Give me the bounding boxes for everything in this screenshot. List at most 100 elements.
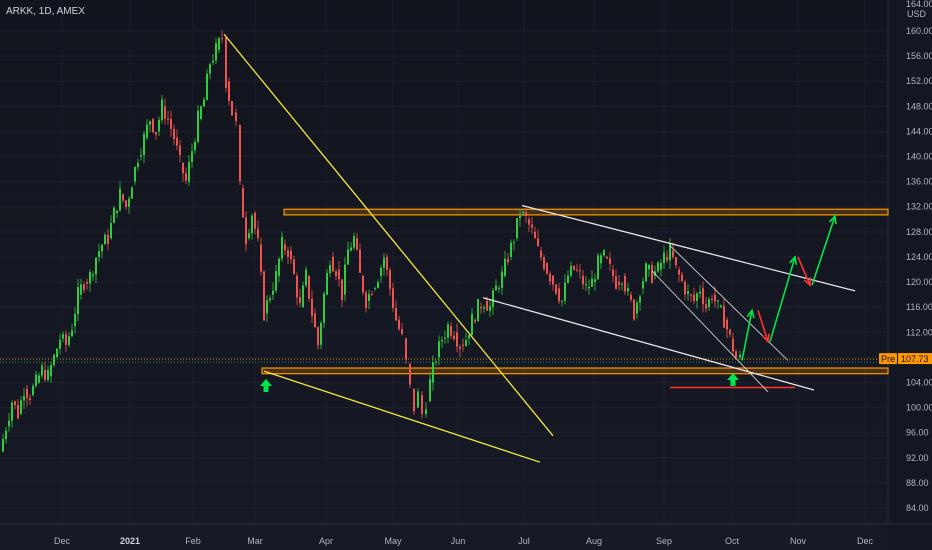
currency-label: USD — [906, 9, 926, 19]
x-tick-label: Mar — [247, 536, 263, 546]
candle-body — [23, 396, 25, 401]
candle-body — [401, 329, 403, 334]
candle-body — [134, 167, 136, 182]
candle-body — [739, 354, 741, 358]
candle-body — [459, 346, 461, 349]
candle-body — [471, 313, 473, 336]
candle-body — [113, 207, 115, 223]
candle-body — [627, 288, 629, 292]
candle-body — [588, 286, 590, 289]
candle-body — [179, 145, 181, 155]
y-tick-label: 140.00 — [906, 152, 932, 162]
candle-body — [576, 269, 578, 271]
candle-body — [666, 256, 668, 261]
candle-body — [492, 290, 494, 308]
candle-body — [272, 290, 274, 295]
candle-body — [717, 300, 719, 302]
candle-body — [495, 285, 497, 291]
y-tick-label: 92.00 — [906, 453, 929, 463]
candle-body — [332, 256, 334, 272]
candle-body — [693, 294, 695, 301]
x-tick-label: May — [384, 536, 402, 546]
candle-body — [68, 336, 70, 345]
candle-body — [95, 257, 97, 275]
candle-body — [510, 242, 512, 257]
candle-body — [380, 267, 382, 276]
projection-arrow-up-2-head — [789, 255, 798, 265]
candle-body — [663, 252, 665, 264]
candle-body — [405, 338, 407, 360]
candle-body — [89, 271, 91, 284]
candle-body — [528, 219, 530, 225]
x-tick-label: Oct — [725, 536, 740, 546]
candle-body — [507, 258, 509, 263]
x-tick-label: Sep — [656, 536, 672, 546]
candle-body — [417, 391, 419, 408]
candle-body — [705, 304, 707, 309]
candle-body — [609, 258, 611, 264]
candle-body — [362, 275, 364, 293]
candle-body — [696, 293, 698, 301]
x-tick-label: 2021 — [120, 536, 140, 546]
candle-body — [582, 275, 584, 285]
projection-arrow-up-3 — [811, 215, 836, 286]
candle-body — [152, 118, 154, 132]
candle-body — [269, 298, 271, 301]
candle-body — [669, 243, 671, 261]
candle-body — [107, 234, 109, 244]
candle-body — [125, 200, 127, 207]
candle-body — [356, 238, 358, 250]
last-price-badge — [898, 353, 932, 365]
wedge-bottom-line — [263, 370, 541, 463]
y-tick-label: 88.00 — [906, 478, 929, 488]
y-tick-label: 152.00 — [906, 76, 932, 86]
symbol-label[interactable]: ARKK, 1D, AMEX — [6, 6, 85, 17]
candle-body — [35, 374, 37, 386]
candle-body — [116, 210, 118, 214]
candle-body — [347, 249, 349, 265]
candle-body — [17, 405, 19, 419]
candle-body — [335, 271, 337, 277]
candle-body — [353, 235, 355, 248]
price-axis-bg — [888, 0, 932, 550]
candle-body — [71, 330, 73, 337]
candle-body — [395, 308, 397, 321]
candle-body — [591, 278, 593, 287]
candle-body — [350, 247, 352, 251]
candle-body — [182, 162, 184, 174]
candle-body — [221, 38, 223, 40]
buy-signal-arrow-oct — [727, 373, 739, 386]
candle-body — [5, 430, 7, 440]
y-tick-label: 116.00 — [906, 302, 932, 312]
candle-body — [59, 339, 61, 349]
candle-body — [62, 334, 64, 339]
y-tick-label: 96.00 — [906, 428, 929, 438]
candle-body — [456, 332, 458, 347]
x-tick-label: Jun — [451, 536, 466, 546]
channel-bottom-line — [482, 297, 815, 391]
candle-body — [435, 361, 437, 363]
y-tick-label-top: 164.00 — [906, 0, 932, 9]
candle-body — [200, 106, 202, 119]
candle-body — [47, 369, 49, 380]
candle-body — [50, 365, 52, 377]
candle-body — [131, 187, 133, 199]
candle-body — [74, 314, 76, 326]
candle-body — [453, 335, 455, 339]
candle-body — [585, 284, 587, 286]
candle-body — [299, 297, 301, 304]
y-tick-label: 148.00 — [906, 101, 932, 111]
candle-body — [278, 258, 280, 276]
candle-body — [543, 257, 545, 269]
candle-body — [480, 307, 482, 309]
candle-body — [389, 269, 391, 289]
candle-body — [567, 275, 569, 283]
candle-body — [83, 284, 85, 290]
candle-body — [522, 211, 524, 214]
candle-body — [191, 151, 193, 162]
candle-body — [537, 238, 539, 246]
candle-body — [600, 255, 602, 264]
candle-body — [486, 300, 488, 311]
